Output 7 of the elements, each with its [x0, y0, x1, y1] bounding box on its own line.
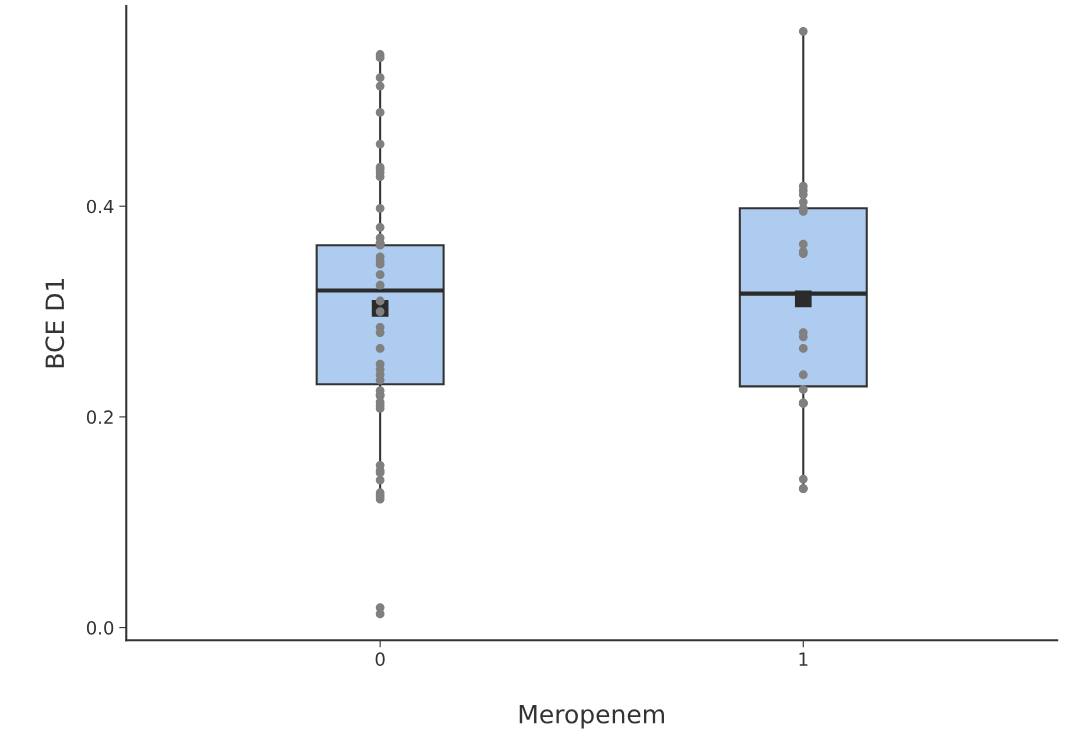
y-tick-label: 0.4 — [86, 199, 114, 214]
x-tick-label: 1 — [799, 652, 808, 666]
y-tick-label: 0.2 — [86, 410, 113, 425]
x-axis-title: Meropenem — [519, 705, 664, 729]
x-tick-label: 0 — [375, 652, 385, 667]
y-tick-label: 0.0 — [86, 621, 114, 635]
y-axis-title: BCE D1 — [45, 278, 65, 368]
